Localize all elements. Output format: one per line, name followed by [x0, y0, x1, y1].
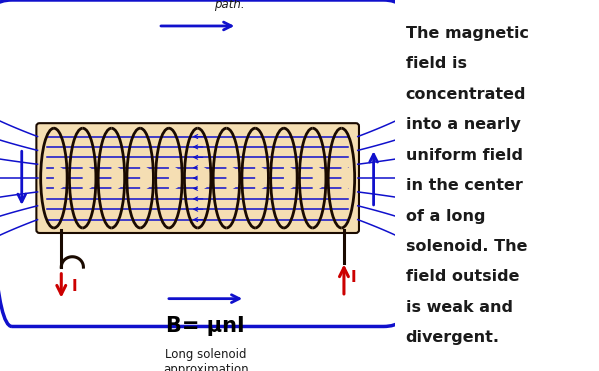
- Text: into a nearly: into a nearly: [406, 117, 521, 132]
- Text: in the center: in the center: [406, 178, 522, 193]
- Wedge shape: [169, 166, 182, 190]
- FancyBboxPatch shape: [37, 123, 359, 233]
- Text: field outside: field outside: [406, 269, 519, 284]
- Wedge shape: [313, 166, 326, 190]
- Text: is weak and: is weak and: [406, 300, 513, 315]
- Text: I: I: [71, 279, 77, 294]
- Text: B= μnI: B= μnI: [167, 316, 245, 336]
- Text: uniform field: uniform field: [406, 148, 522, 162]
- Wedge shape: [284, 166, 297, 190]
- Wedge shape: [198, 166, 211, 190]
- Text: of a long: of a long: [406, 209, 485, 223]
- Text: divergent.: divergent.: [406, 330, 500, 345]
- Wedge shape: [111, 166, 125, 190]
- Text: solenoid. The: solenoid. The: [406, 239, 527, 254]
- Text: field is: field is: [406, 56, 467, 71]
- Text: I: I: [351, 270, 356, 285]
- Text: concentrated: concentrated: [406, 87, 526, 102]
- Wedge shape: [83, 166, 96, 190]
- Wedge shape: [140, 166, 153, 190]
- Text: Long solenoid
approximation: Long solenoid approximation: [163, 348, 249, 371]
- Text: Ampere's law
path.: Ampere's law path.: [189, 0, 269, 11]
- Wedge shape: [255, 166, 268, 190]
- Wedge shape: [226, 166, 240, 190]
- Wedge shape: [54, 166, 67, 190]
- Wedge shape: [341, 166, 355, 190]
- Text: The magnetic: The magnetic: [406, 26, 528, 41]
